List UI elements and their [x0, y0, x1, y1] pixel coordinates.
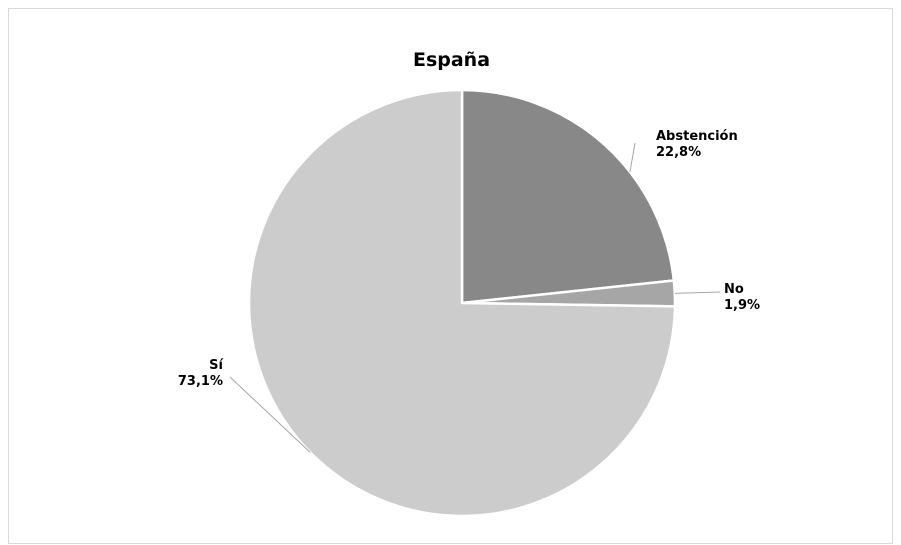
- leader-line-sí: [229, 376, 311, 453]
- data-label-value: 22,8%: [656, 145, 701, 160]
- chart-title: España: [412, 49, 491, 71]
- leader-line-no: [674, 291, 721, 294]
- pie-slice-abstención: [460, 88, 676, 305]
- data-label-value: 73,1%: [178, 374, 223, 389]
- data-label-category: No: [724, 282, 744, 297]
- pie-slice-sí: [247, 88, 677, 518]
- data-label-abstención: Abstención 22,8%: [656, 129, 738, 160]
- leader-line-abstención: [629, 142, 636, 173]
- data-label-category: Sí: [209, 358, 224, 373]
- data-label-no: No 1,9%: [724, 282, 760, 313]
- data-label-value: 1,9%: [724, 298, 760, 313]
- data-label-sí: Sí 73,1%: [178, 358, 225, 389]
- data-label-category: Abstención: [656, 129, 738, 144]
